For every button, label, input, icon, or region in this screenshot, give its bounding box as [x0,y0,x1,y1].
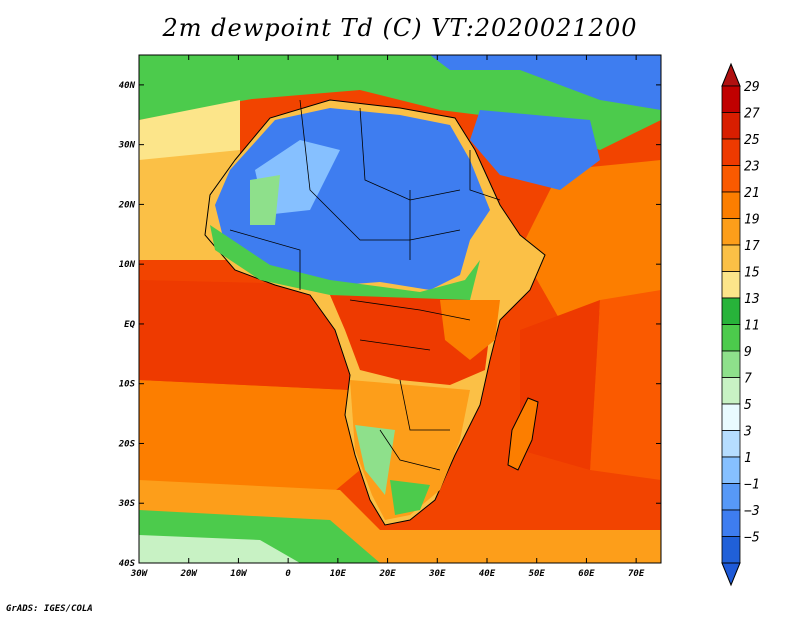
colorbar-swatch [721,271,741,299]
colorbar-label: 9 [744,345,752,360]
colorbar-swatch [721,324,741,352]
colorbar-label: −1 [744,478,760,493]
colorbar-label: 1 [744,451,752,466]
map-frame [138,54,662,564]
country-borders [229,99,501,471]
lon-tick-label: 60E [578,569,595,579]
colorbar-swatch [721,456,741,484]
colorbar-label: 19 [744,213,760,228]
field-arabia [470,110,600,190]
colorbar-swatch [721,191,741,219]
east-africa-orange [440,300,500,360]
lon-tick-label: 50E [529,569,546,579]
colorbar-label: 23 [744,160,760,175]
colorbar-label: 15 [744,266,760,281]
map-field [139,55,661,563]
madagascar [507,397,539,471]
lat-tick-label: 40N [119,81,136,91]
field-arabian-sea [520,160,661,320]
sahel-green [210,225,480,300]
colorbar-swatch [721,297,741,325]
field-turkey-iran [430,55,661,110]
lon-tick-label: 40E [479,569,496,579]
colorbar-label: 17 [744,239,760,254]
lon-tick-label: 30W [130,569,149,579]
lon-tick-label: 30E [428,569,446,579]
field-indian-ocean [590,290,661,480]
colorbar: 29 27 25 23 21 19 17 15 13 11 9 7 5 3 1 −1 −3 −5 [721,62,760,587]
sahara-green-patch [250,175,280,225]
colorbar-label: 13 [744,292,760,307]
lon-tick-label: 20E [378,569,396,579]
colorbar-swatch [721,218,741,246]
map-title: 2m dewpoint Td (C) VT:2020021200 [162,14,638,42]
colorbar-swatch [721,430,741,458]
colorbar-swatch [721,377,741,405]
colorbar-label: −3 [744,504,760,519]
grads-credit: GrADS: IGES/COLA [6,604,93,614]
colorbar-label: 29 [744,80,760,95]
colorbar-top-arrow [721,62,741,87]
lon-tick-label: 0 [285,569,291,579]
lat-tick-label: 20N [118,200,136,210]
colorbar-label: −5 [744,531,760,546]
colorbar-swatch [721,536,741,564]
field-atl-yellow [139,100,240,160]
lat-tick-label: 30S [118,499,136,509]
lon-tick-label: 20W [180,569,199,579]
south-africa-green [390,480,430,515]
colorbar-bottom-arrow [721,562,741,587]
lat-tick-label: 30N [118,141,136,151]
lon-tick-label: 10E [330,569,347,579]
colorbar-label: 5 [744,398,752,413]
colorbar-label: 11 [744,319,760,334]
colorbar-swatch [721,165,741,193]
lat-tick-label: 10N [119,260,136,270]
lat-tick-label: 10S [119,380,136,390]
field-south-lightgreen [139,535,300,563]
colorbar-swatch [721,112,741,140]
colorbar-label: 21 [744,186,760,201]
colorbar-swatch [721,403,741,431]
colorbar-label: 27 [744,107,760,122]
colorbar-label: 7 [744,372,752,387]
colorbar-swatch [721,85,741,113]
colorbar-swatch [721,483,741,511]
lat-axis: 40N 30N 20N 10N EQ 10S 20S 30S 40S [118,81,661,569]
lat-tick-label: EQ [124,320,135,330]
field-mozambique [520,300,600,470]
colorbar-swatch [721,244,741,272]
lon-tick-label: 10W [230,569,248,579]
lon-axis: 30W 20W 10W 0 10E 20E 30E 40E 50E 60E 70E [130,55,645,579]
colorbar-swatch [721,138,741,166]
colorbar-swatch [721,509,741,537]
colorbar-label: 25 [744,133,760,148]
colorbar-label: 3 [743,425,752,440]
colorbar-swatch [721,350,741,378]
field-gulf-guinea [140,280,350,390]
kalahari-green [355,425,395,495]
lat-tick-label: 40S [119,559,136,569]
lon-tick-label: 70E [628,569,645,579]
lat-tick-label: 20S [118,439,136,449]
